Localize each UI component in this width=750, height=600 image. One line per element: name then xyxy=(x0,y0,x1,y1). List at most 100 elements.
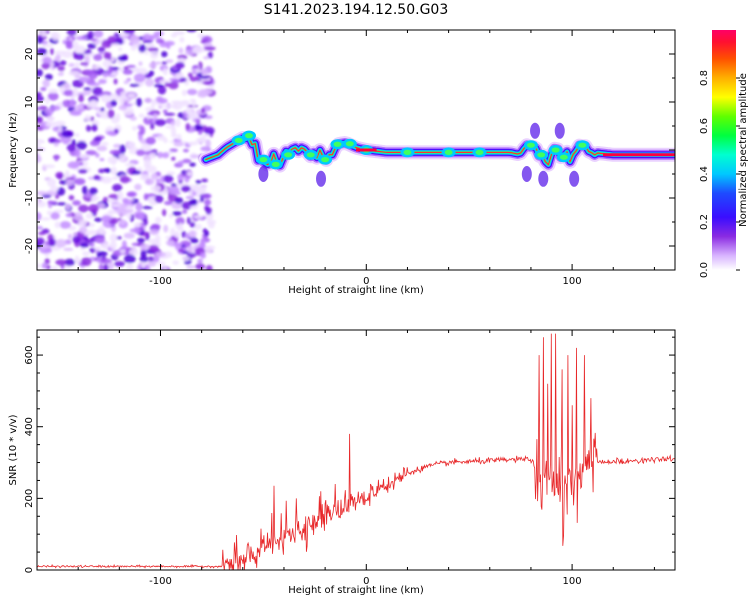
spectrogram-noise-cell xyxy=(137,237,145,243)
spectrogram-noise-cell xyxy=(110,166,117,176)
snr-ylabel: SNR (10 * v/v) xyxy=(8,414,19,485)
spectrogram-noise-cell xyxy=(175,61,185,69)
spectrogram-blob-core xyxy=(526,142,535,148)
spectrogram-noise-cell xyxy=(164,112,176,116)
spectrogram-noise-cell xyxy=(115,37,124,42)
snr-xtick-label: 0 xyxy=(363,576,369,587)
spectrogram-noise-cell xyxy=(186,171,193,177)
spectrogram-noise-cell xyxy=(108,93,119,102)
spectrogram-noise-cell xyxy=(132,67,140,73)
spectrogram-noise-cell xyxy=(150,201,157,206)
spectrogram-noise-cell xyxy=(115,112,121,122)
spectrogram-noise-cell xyxy=(198,75,210,79)
spectrogram-noise-cell xyxy=(190,238,199,244)
spectrogram-ylabel: Frequency (Hz) xyxy=(8,112,19,188)
spectrogram-blob-core xyxy=(333,141,342,147)
spectrogram-noise-cell xyxy=(66,30,77,36)
spectrogram-noise-cell xyxy=(46,178,57,187)
spectrogram-noise-cell xyxy=(130,45,137,51)
spectrogram-noise-cell xyxy=(59,60,67,66)
snr-xtick-label: 100 xyxy=(563,576,582,587)
spectrogram-noise-cell xyxy=(144,72,153,79)
spectrogram-ytick-label: 0 xyxy=(24,147,35,153)
spectrogram-noise-cell xyxy=(140,267,147,270)
spectrogram-noise-cell xyxy=(131,170,142,175)
spectrogram-noise-cell xyxy=(146,47,159,52)
spectrogram-ytick-label: 20 xyxy=(24,48,35,61)
spectrogram-noise-cell xyxy=(153,113,158,118)
spectrogram-ytick-label: 10 xyxy=(24,96,35,109)
spectrogram-noise-cell xyxy=(89,187,98,195)
spectrogram-noise-cell xyxy=(178,248,184,253)
spectrogram-xtick-label: 0 xyxy=(363,276,369,287)
spectrogram-noise-cell xyxy=(179,36,185,43)
spectrogram-noise-cell xyxy=(106,130,116,136)
spectrogram-noise-cell xyxy=(82,185,88,195)
colorbar-label: Normalized spectral amplitude xyxy=(738,73,749,227)
spectrogram-noise-cell xyxy=(96,202,106,209)
spectrogram-noise-cell xyxy=(195,263,206,270)
spectrogram-noise-cell xyxy=(175,118,181,128)
spectrogram-noise-cell xyxy=(113,143,122,149)
spectrogram-noise-cell xyxy=(164,82,171,87)
spectrogram-noise-cell xyxy=(155,216,162,224)
spectrogram-noise-cell xyxy=(170,183,178,187)
spectrogram-noise-cell xyxy=(102,243,109,250)
spectrogram-noise-cell xyxy=(117,55,128,62)
spectrogram-noise-cell xyxy=(129,83,140,87)
spectrogram-noise-cell xyxy=(65,213,73,218)
colorbar-tick-label: 0.4 xyxy=(699,166,710,182)
spectrogram-noise-cell xyxy=(37,212,42,221)
spectrogram-noise xyxy=(37,30,217,270)
spectrogram-noise-cell xyxy=(197,258,203,264)
spectrogram-noise-cell xyxy=(192,186,201,193)
spectrogram-noise-cell xyxy=(74,61,80,70)
spectrogram-noise-cell xyxy=(78,162,84,166)
spectrogram-noise-cell xyxy=(94,217,103,222)
snr-xtick-label: -100 xyxy=(149,576,172,587)
spectrogram-noise-cell xyxy=(65,170,70,177)
spectrogram-ridge xyxy=(198,122,675,187)
spectrogram-noise-cell xyxy=(170,133,178,138)
spectrogram-noise-cell xyxy=(162,68,168,76)
spectrogram-noise-cell xyxy=(187,72,193,79)
spectrogram-noise-cell xyxy=(85,124,92,132)
spectrogram-noise-cell xyxy=(150,172,158,180)
snr-ticks: -100 0 100 0 200 400 600 xyxy=(24,330,675,587)
spectrogram-noise-cell xyxy=(198,136,207,143)
spectrogram-noise-cell xyxy=(50,185,59,192)
spectrogram-noise-cell xyxy=(169,148,178,153)
spectrogram-noise-cell xyxy=(171,156,176,161)
spectrogram-noise-cell xyxy=(37,107,43,111)
spectrogram-noise-cell xyxy=(141,205,153,210)
spectrogram-noise-cell xyxy=(113,78,118,85)
spectrogram-noise-cell xyxy=(161,104,172,108)
spectrogram-noise-cell xyxy=(123,80,129,85)
spectrogram-noise-cell xyxy=(149,34,160,39)
colorbar-tick-label: 0.8 xyxy=(699,70,710,86)
spectrogram-noise-cell xyxy=(97,46,106,53)
spectrogram-noise-cell xyxy=(171,104,179,109)
spectrogram-xtick-label: -100 xyxy=(149,276,172,287)
spectrogram-noise-cell xyxy=(78,218,88,227)
spectrogram-noise-cell xyxy=(189,230,197,238)
spectrogram-ytick-label: -10 xyxy=(24,190,35,206)
spectrogram-noise-cell xyxy=(37,237,45,246)
spectrogram-blob-core xyxy=(244,133,253,139)
spectrogram-noise-cell xyxy=(37,190,47,196)
spectrogram-xtick-label: 100 xyxy=(563,276,582,287)
spectrogram-noise-cell xyxy=(63,247,74,252)
spectrogram-noise-cell xyxy=(73,40,79,50)
spectrogram-noise-cell xyxy=(133,73,146,83)
spectrogram-noise-cell xyxy=(84,114,92,122)
spectrogram-noise-cell xyxy=(54,120,66,126)
spectrogram-noise-cell xyxy=(79,226,88,234)
spectrogram-noise-cell xyxy=(187,245,193,254)
spectrogram-noise-cell xyxy=(116,96,123,101)
spectrogram-noise-cell xyxy=(85,150,97,156)
spectrogram-noise-cell xyxy=(110,99,117,107)
spectrogram-noise-cell xyxy=(139,243,151,250)
spectrogram-noise-cell xyxy=(178,222,183,230)
chart-title: S141.2023.194.12.50.G03 xyxy=(264,2,449,18)
spectrogram-noise-cell xyxy=(40,87,47,91)
